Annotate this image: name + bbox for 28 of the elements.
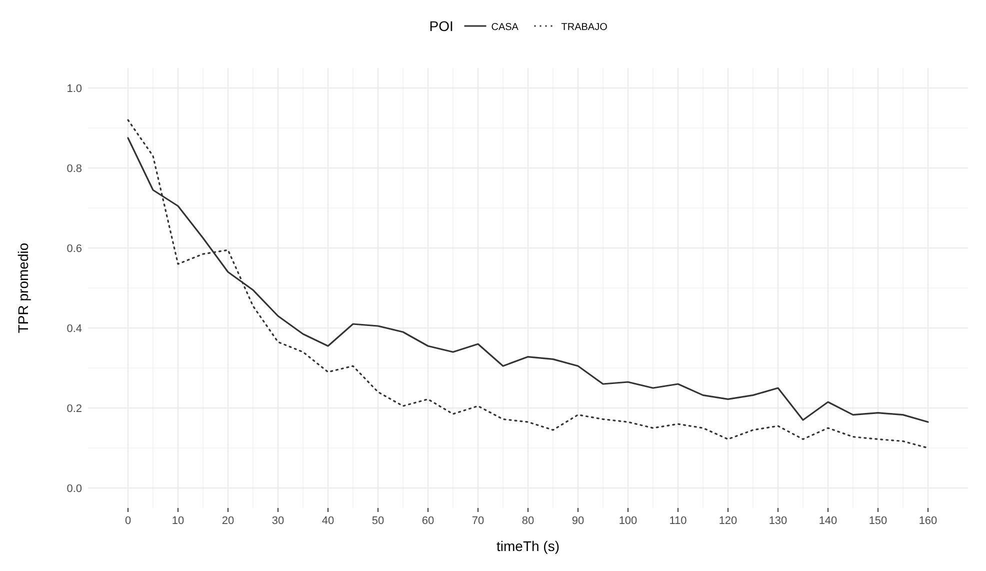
x-tick-label: 0 (124, 515, 132, 527)
y-tick-label: 1.0 (66, 83, 82, 95)
x-tick-label: 50 (372, 515, 384, 527)
x-tick-label: 110 (669, 515, 687, 527)
y-tick-label: 0.6 (66, 243, 82, 255)
x-tick-label: 70 (472, 515, 484, 527)
y-axis-title: TPR promedio (15, 242, 31, 334)
x-tick-label: 100 (618, 515, 638, 527)
legend-label: CASA (491, 22, 519, 33)
x-tick-label: 20 (222, 515, 234, 527)
y-tick-label: 0.0 (66, 483, 82, 495)
x-tick-label: 140 (818, 515, 838, 527)
x-tick-label: 90 (572, 515, 584, 527)
x-tick-label: 130 (768, 515, 788, 527)
y-tick-label: 0.2 (66, 403, 82, 415)
x-tick-label: 40 (322, 515, 334, 527)
x-tick-label: 120 (718, 515, 738, 527)
x-tick-label: 30 (272, 515, 284, 527)
x-tick-label: 150 (868, 515, 888, 527)
legend-title: POI (429, 18, 454, 34)
x-tick-label: 160 (918, 515, 938, 527)
y-tick-label: 0.8 (66, 163, 82, 175)
legend-label: TRABAJO (561, 22, 608, 33)
x-tick-label: 10 (172, 515, 184, 527)
y-tick-label: 0.4 (66, 323, 82, 335)
x-tick-label: 80 (522, 515, 534, 527)
x-tick-label: 60 (422, 515, 434, 527)
x-axis-title: timeTh (s) (496, 538, 560, 554)
